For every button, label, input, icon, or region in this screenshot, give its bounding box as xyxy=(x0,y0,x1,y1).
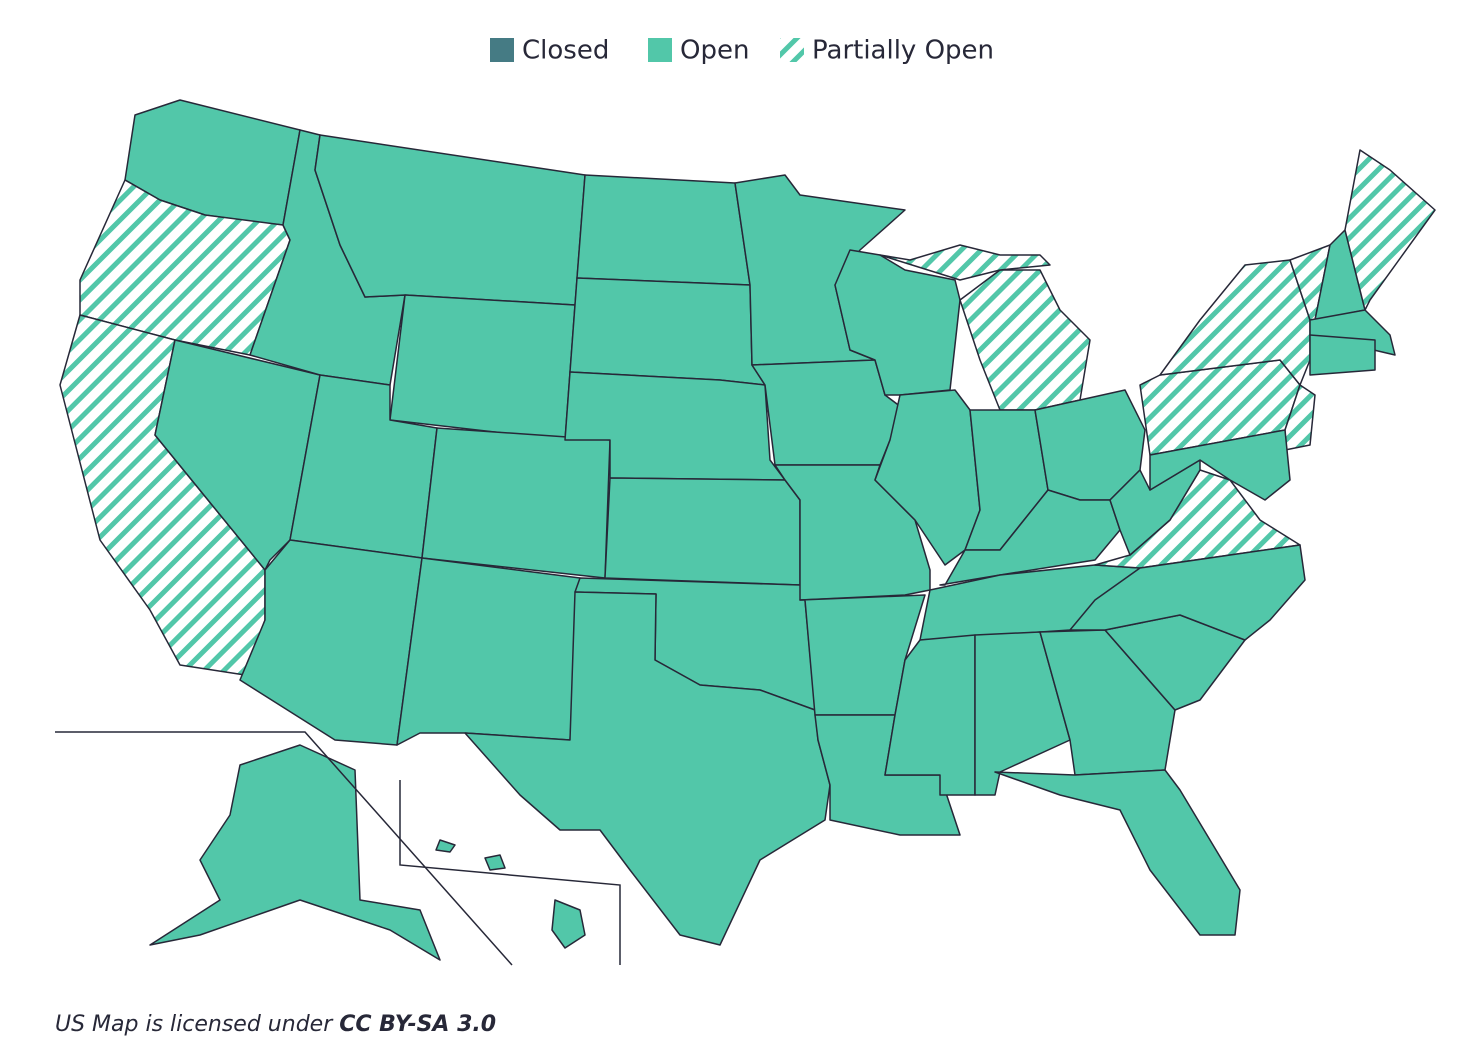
footer-text: US Map is licensed under xyxy=(55,1012,333,1037)
state xyxy=(551,899,586,949)
state xyxy=(994,769,1241,936)
legend: Closed Open Partially Open xyxy=(490,36,994,66)
state xyxy=(1159,259,1311,386)
state xyxy=(879,244,1051,281)
legend-swatch xyxy=(648,38,672,62)
legend-label: Partially Open xyxy=(812,36,994,66)
inset-border xyxy=(55,731,513,966)
legend-swatch xyxy=(780,38,804,62)
state xyxy=(1109,459,1201,556)
inset-border xyxy=(399,780,621,965)
regions xyxy=(59,99,1436,961)
state xyxy=(1069,544,1306,641)
state xyxy=(884,634,976,796)
legend-label: Open xyxy=(680,36,749,66)
state xyxy=(1344,149,1436,311)
state xyxy=(1149,429,1291,501)
state xyxy=(959,269,1091,411)
state xyxy=(1309,334,1376,376)
state xyxy=(484,854,506,871)
legend-label: Closed xyxy=(522,36,609,66)
state xyxy=(239,539,423,746)
map: Closed Open Partially Open xyxy=(55,36,1436,966)
legend-swatch xyxy=(490,38,514,62)
state xyxy=(464,591,831,946)
state xyxy=(421,427,611,579)
state xyxy=(569,277,766,386)
state xyxy=(435,839,456,853)
state xyxy=(149,744,441,961)
state xyxy=(396,557,581,746)
footer: US Map is licensed under CC BY-SA 3.0 xyxy=(55,1012,496,1037)
license-link[interactable]: CC BY-SA 3.0 xyxy=(339,1012,497,1037)
state xyxy=(389,294,576,441)
state xyxy=(874,389,981,566)
state xyxy=(576,174,751,286)
state xyxy=(604,477,801,586)
